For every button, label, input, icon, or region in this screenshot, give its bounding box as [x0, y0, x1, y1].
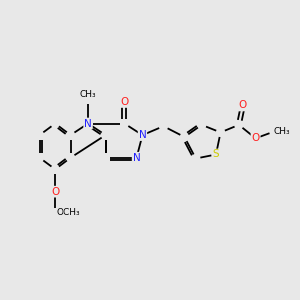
- Text: O: O: [120, 97, 128, 107]
- Text: O: O: [51, 187, 59, 197]
- Text: O: O: [251, 133, 260, 143]
- Text: N: N: [133, 153, 140, 163]
- Text: OCH₃: OCH₃: [57, 208, 81, 217]
- Text: CH₃: CH₃: [274, 127, 290, 136]
- Text: O: O: [239, 100, 247, 110]
- Text: S: S: [213, 149, 219, 160]
- Text: N: N: [139, 130, 146, 140]
- Text: CH₃: CH₃: [80, 90, 96, 99]
- Text: N: N: [84, 118, 92, 128]
